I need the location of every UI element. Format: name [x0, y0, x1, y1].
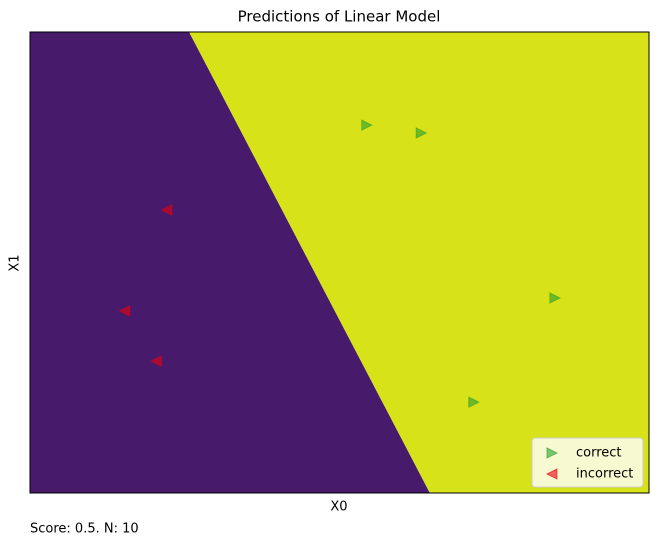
legend-label: correct: [576, 446, 622, 461]
data-point: [361, 119, 373, 131]
region-class-0: [30, 32, 430, 493]
data-point: [549, 292, 562, 304]
legend: correct incorrect: [531, 437, 644, 488]
data-point: [415, 127, 428, 139]
data-point: [160, 204, 173, 216]
legend-box: [531, 437, 644, 488]
region-class-1: [189, 32, 649, 493]
plot-frame: [29, 31, 650, 494]
legend-label: incorrect: [576, 467, 633, 482]
data-point: [118, 305, 131, 317]
legend-marker: [546, 447, 559, 459]
data-point: [468, 396, 480, 408]
y-axis-label: X1: [8, 254, 23, 271]
data-point: [150, 355, 162, 367]
x-axis-label: X0: [330, 500, 347, 515]
footnote: Score: 0.5. N: 10: [30, 522, 139, 537]
plot-area: [29, 31, 650, 494]
chart-title: Predictions of Linear Model: [238, 8, 441, 26]
legend-marker: [545, 468, 558, 480]
